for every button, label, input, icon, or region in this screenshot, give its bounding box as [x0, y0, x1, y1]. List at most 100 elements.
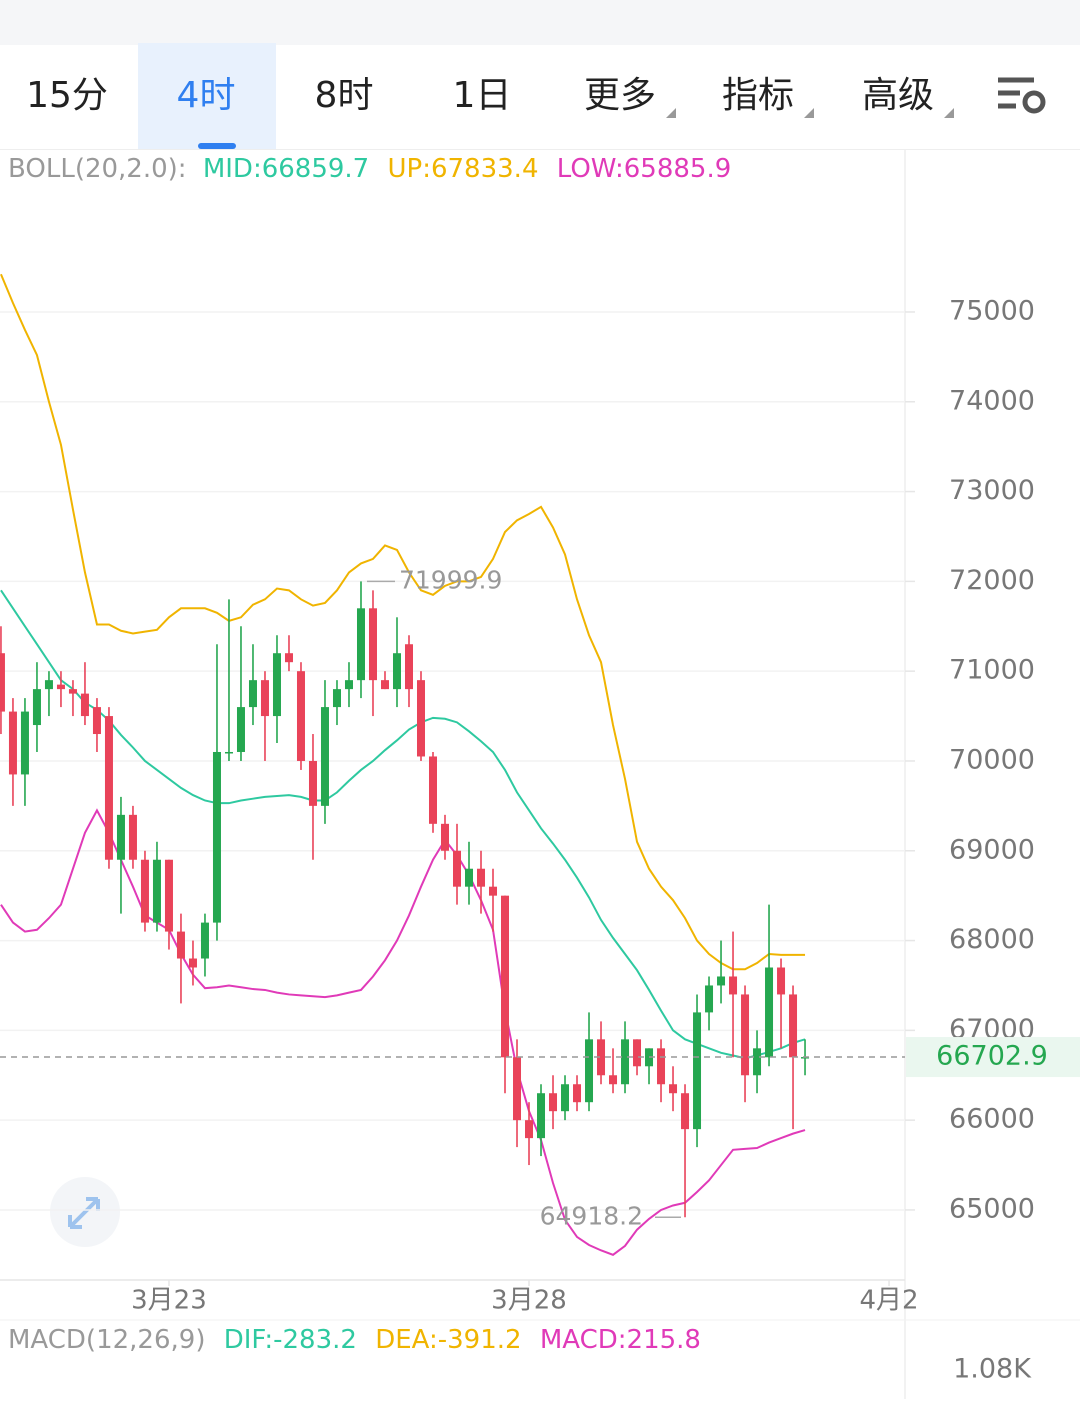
y-tick-label: 71000 — [949, 655, 1035, 686]
macd-label: MACD(12,26,9) — [8, 1325, 205, 1355]
candle-body — [56, 684, 65, 690]
x-tick-label: 3月28 — [491, 1286, 567, 1316]
tab[interactable]: 8时 — [315, 75, 374, 116]
boll-legend: BOLL(20,2.0): MID:66859.7 UP:67833.4 LOW… — [8, 154, 731, 184]
indicator-label: BOLL(20,2.0): — [8, 154, 187, 184]
dropdown-arrow — [804, 108, 814, 118]
candle-body — [525, 1120, 534, 1139]
candle-body — [777, 967, 786, 995]
candle-body — [248, 680, 257, 708]
candle-body — [489, 886, 498, 896]
candle-body — [404, 644, 413, 690]
dropdown-marks — [666, 108, 954, 118]
band-line — [0, 273, 806, 971]
candle-body — [477, 868, 486, 887]
candle-body — [609, 1075, 618, 1085]
dropdown-arrow — [666, 108, 676, 118]
y-tick-label: 72000 — [949, 565, 1035, 596]
candle-body — [741, 994, 750, 1076]
candle-body — [681, 1093, 690, 1130]
candle-body — [104, 716, 113, 860]
candle-body — [416, 680, 425, 757]
candle-body — [164, 859, 173, 932]
candle-body — [585, 1039, 594, 1103]
candle-body — [272, 653, 281, 717]
top-strip — [0, 0, 1080, 45]
candle-body — [453, 850, 462, 887]
candle-body — [465, 868, 474, 887]
legend-entry: MACD:215.8 — [540, 1325, 701, 1355]
tab[interactable]: 4时 — [177, 75, 236, 116]
candle-body — [224, 751, 233, 754]
candle-body — [140, 859, 149, 923]
high-label: 71999.9 — [399, 565, 502, 594]
candle-body — [8, 711, 17, 775]
plot-area — [0, 273, 810, 1256]
candle-body — [380, 680, 389, 690]
candle-body — [392, 653, 401, 690]
expand-button[interactable] — [50, 1177, 120, 1247]
candle-body — [729, 976, 738, 995]
y-tick-label: 68000 — [949, 924, 1035, 955]
candle-body — [308, 760, 317, 806]
candle-body — [669, 1084, 678, 1094]
candle-body — [501, 895, 510, 1058]
expand-arrows — [68, 1197, 100, 1229]
candle-body — [597, 1039, 606, 1076]
active-tab-underline — [198, 143, 236, 149]
y-tick-label: 69000 — [949, 834, 1035, 865]
candle-body — [80, 693, 89, 717]
y-tick-label: 75000 — [949, 295, 1035, 326]
y-tick-label: 73000 — [949, 475, 1035, 506]
candle-body — [296, 671, 305, 761]
x-tick-label: 4月2 — [859, 1286, 918, 1316]
candle-body — [537, 1093, 546, 1139]
tab[interactable]: 高级 — [862, 75, 934, 116]
macd-legend: MACD(12,26,9) DIF:-283.2 DEA:-391.2 MACD… — [8, 1325, 701, 1355]
legend-entry: UP:67833.4 — [388, 154, 539, 184]
candle-body — [657, 1048, 666, 1085]
candle-body — [176, 931, 185, 959]
dropdown-arrow — [944, 108, 954, 118]
band-line — [0, 808, 806, 1256]
tab[interactable]: 指标 — [722, 75, 794, 116]
candle-body — [705, 985, 714, 1013]
candle-body — [188, 958, 197, 968]
candle-body — [116, 814, 125, 860]
candle-body — [212, 751, 221, 923]
candle-body — [356, 608, 365, 681]
legend-entry: MID:66859.7 — [203, 154, 369, 184]
candle-body — [561, 1084, 570, 1112]
tab[interactable]: 15分 — [26, 75, 108, 116]
x-tick-label: 3月23 — [131, 1286, 207, 1316]
candle-body — [32, 689, 41, 726]
candle-body — [92, 707, 101, 735]
candle-body — [68, 689, 77, 694]
settings-icon[interactable] — [998, 77, 1046, 114]
candle-body — [368, 608, 377, 681]
y-tick-label: 74000 — [949, 385, 1035, 416]
band-line — [0, 589, 806, 1060]
candle-body — [573, 1084, 582, 1103]
candle-body — [753, 1048, 762, 1076]
y-tick-label: 66000 — [949, 1104, 1035, 1135]
tab[interactable]: 更多 — [584, 75, 656, 116]
y-tick-label: 70000 — [949, 744, 1035, 775]
legend-entry: LOW:65885.9 — [557, 154, 731, 184]
candle-body — [20, 711, 29, 775]
candle-body — [428, 756, 437, 824]
candle-body — [284, 653, 293, 663]
candle-body — [236, 707, 245, 752]
candle-body — [621, 1039, 630, 1085]
candle-body — [717, 976, 726, 986]
tab[interactable]: 1日 — [453, 75, 512, 116]
icon-gear — [1022, 90, 1046, 114]
low-label: 64918.2 — [540, 1201, 643, 1230]
candle-body — [513, 1057, 522, 1121]
candle-body — [0, 653, 5, 712]
candle-body — [332, 689, 341, 708]
candle-body — [440, 823, 449, 851]
tab-divider — [0, 149, 1080, 150]
candle-body — [260, 680, 269, 717]
